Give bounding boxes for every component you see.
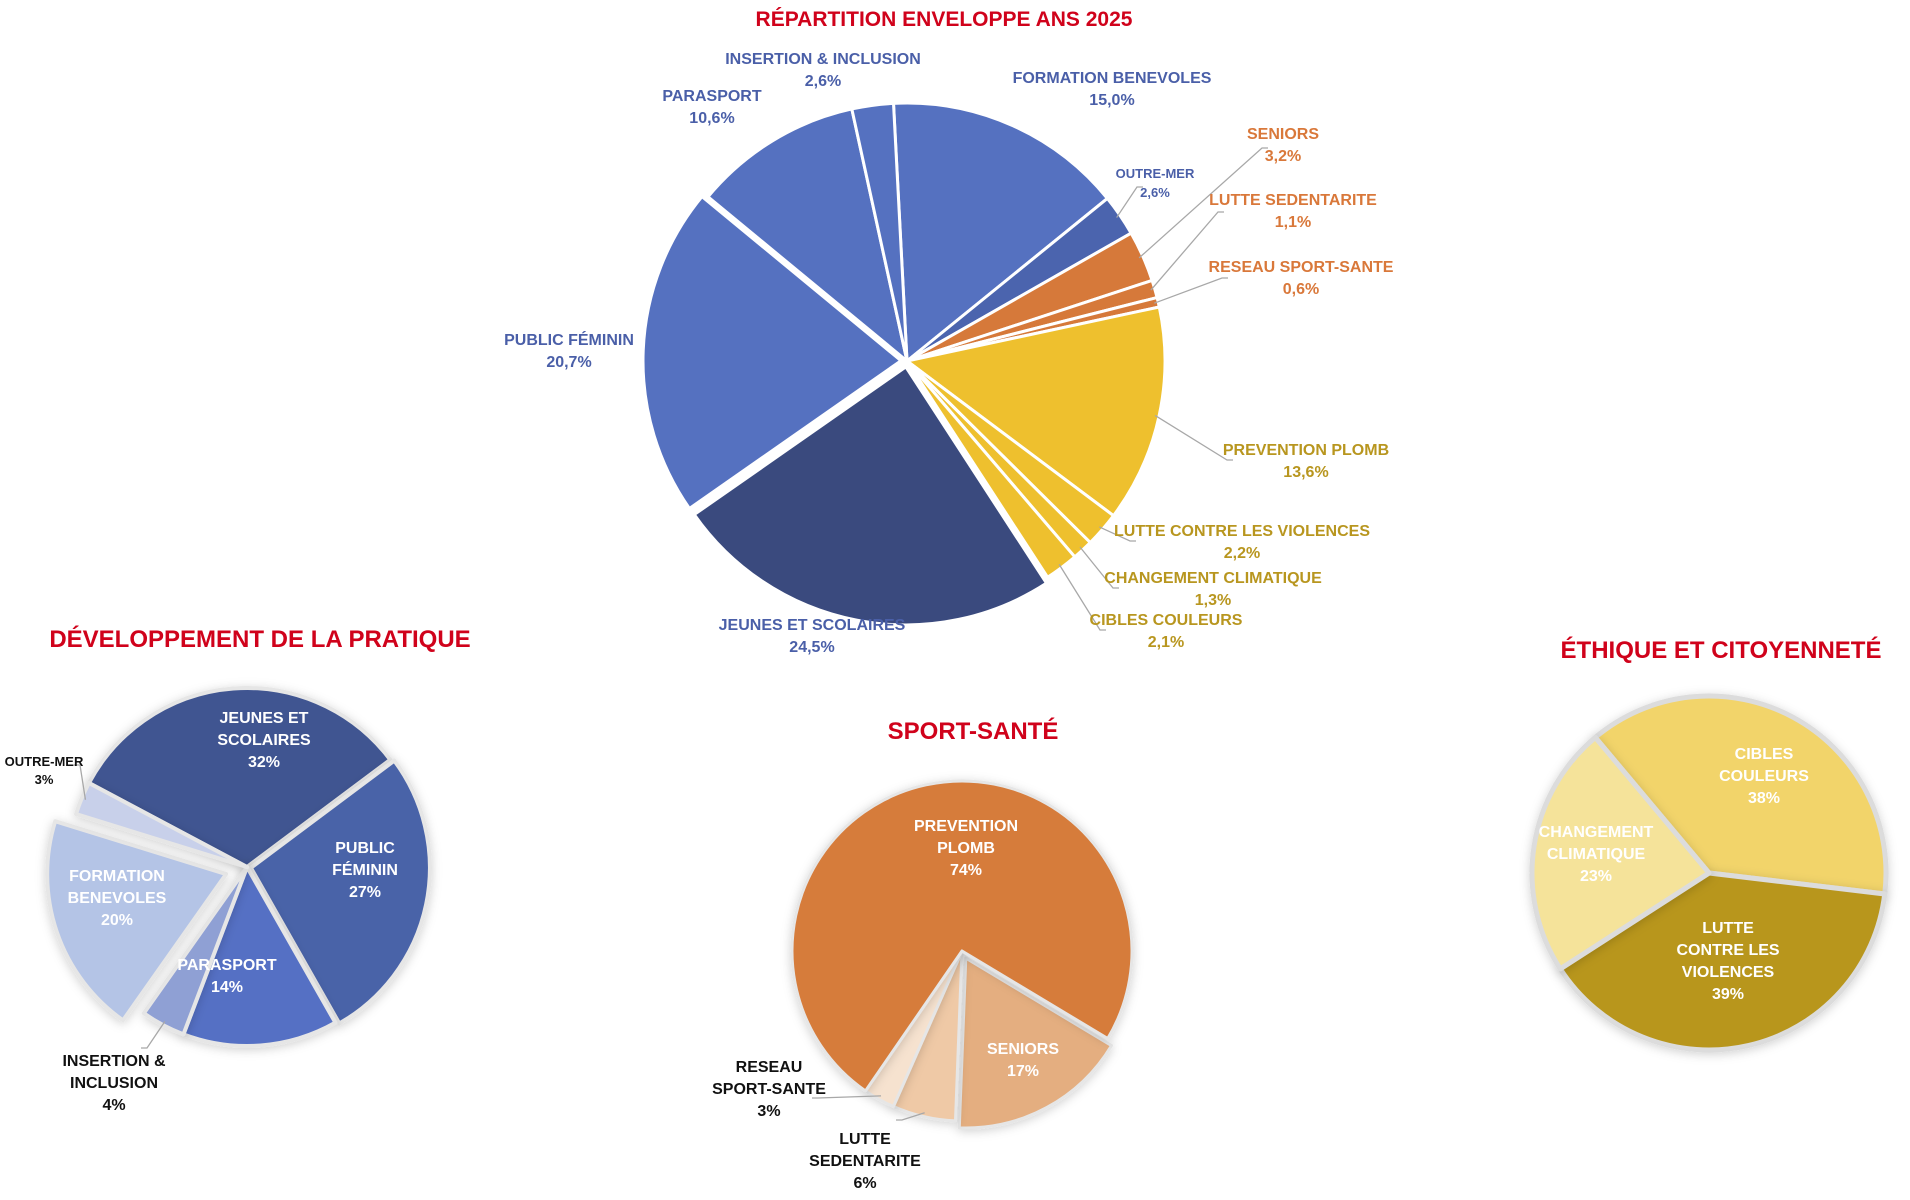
data-label: PARASPORT 10,6% — [662, 88, 762, 127]
data-label: PARASPORT 14% — [177, 957, 277, 996]
data-label: JEUNES ET SCOLAIRES 32% — [217, 710, 311, 771]
pie-ethique-citoyennete — [1529, 693, 1889, 1053]
data-label: CHANGEMENT CLIMATIQUE 1,3% — [1104, 570, 1322, 609]
leader-line — [1079, 546, 1119, 589]
chart-title-developpement: DÉVELOPPEMENT DE LA PRATIQUE — [49, 626, 471, 653]
chart-title-sport-sante: SPORT-SANTÉ — [887, 718, 1059, 745]
data-label: SENIORS 17% — [986, 1041, 1060, 1080]
pie-slice-formation-benevoles — [45, 819, 229, 1023]
data-label: RESEAU SPORT-SANTE 3% — [712, 1059, 826, 1120]
chart-title-main: RÉPARTITION ENVELOPPE ANS 2025 — [755, 8, 1133, 31]
data-label: INSERTION & INCLUSION 4% — [62, 1053, 166, 1114]
leader-line — [141, 1021, 166, 1049]
data-label: LUTTE CONTRE LES VIOLENCES 39% — [1676, 920, 1780, 1003]
leader-line — [74, 764, 87, 800]
leader-line — [1150, 211, 1224, 291]
data-label: LUTTE SEDENTARITE 1,1% — [1209, 192, 1377, 231]
leader-line — [1058, 564, 1106, 631]
data-label: PUBLIC FÉMININ 20,7% — [504, 332, 634, 371]
pie-slice-jeunes-et-scolaires — [692, 365, 1048, 627]
leader-line — [812, 1095, 882, 1099]
pie-slice-changement-climatique — [1529, 734, 1712, 972]
pie-slice-prevention-plomb — [790, 779, 1134, 1093]
pie-slice-seniors — [957, 956, 1114, 1130]
data-label: JEUNES ET SCOLAIRES 24,5% — [718, 617, 906, 656]
pie-developpement-pratique — [45, 686, 432, 1048]
leader-line — [1099, 526, 1136, 542]
pie-sport-sante — [790, 779, 1134, 1130]
leader-line — [1154, 277, 1228, 304]
pie-slice-cibles-couleurs — [1592, 693, 1889, 897]
data-label: PUBLIC FÉMININ 27% — [332, 840, 398, 901]
leader-line — [1116, 186, 1143, 218]
data-label: LUTTE SEDENTARITE 6% — [809, 1131, 921, 1192]
leader-line — [1154, 414, 1233, 461]
pie-slice-public-f-minin — [641, 195, 903, 510]
data-label: OUTRE-MER 3% — [4, 754, 84, 787]
data-label: PREVENTION PLOMB 13,6% — [1222, 442, 1390, 481]
data-label: PREVENTION PLOMB 74% — [913, 818, 1019, 879]
data-label: FORMATION BENEVOLES 15,0% — [1012, 70, 1212, 109]
data-label: CIBLES COULEURS 2,1% — [1089, 612, 1243, 651]
chart-title-ethique: ÉTHIQUE ET CITOYENNETÉ — [1560, 637, 1882, 664]
data-label: RESEAU SPORT-SANTE 0,6% — [1208, 259, 1394, 298]
data-label: SENIORS 3,2% — [1246, 126, 1320, 165]
data-label: CIBLES COULEURS 38% — [1719, 746, 1809, 807]
data-label: CHANGEMENT CLIMATIQUE 23% — [1538, 824, 1654, 885]
pie-repartition-enveloppe — [641, 101, 1167, 627]
pie-slice-public-f-minin — [248, 758, 432, 1026]
pie-slice-parasport — [706, 107, 909, 363]
pie-slice-outre-mer — [74, 780, 249, 869]
data-label: INSERTION & INCLUSION 2,6% — [725, 51, 921, 90]
pie-slice-prevention-plomb — [905, 305, 1167, 518]
pie-slice-formation-benevoles — [891, 101, 1109, 363]
pie-slice-insertion-inclusion — [850, 101, 909, 363]
data-label: OUTRE-MER 2,6% — [1115, 166, 1195, 200]
leader-lines — [74, 147, 1268, 1121]
data-label: FORMATION BENEVOLES 20% — [67, 868, 167, 929]
data-label: LUTTE CONTRE LES VIOLENCES 2,2% — [1113, 523, 1371, 562]
pie-slice-parasport — [181, 865, 338, 1048]
leader-line — [1138, 147, 1268, 259]
leader-line — [896, 1112, 925, 1121]
